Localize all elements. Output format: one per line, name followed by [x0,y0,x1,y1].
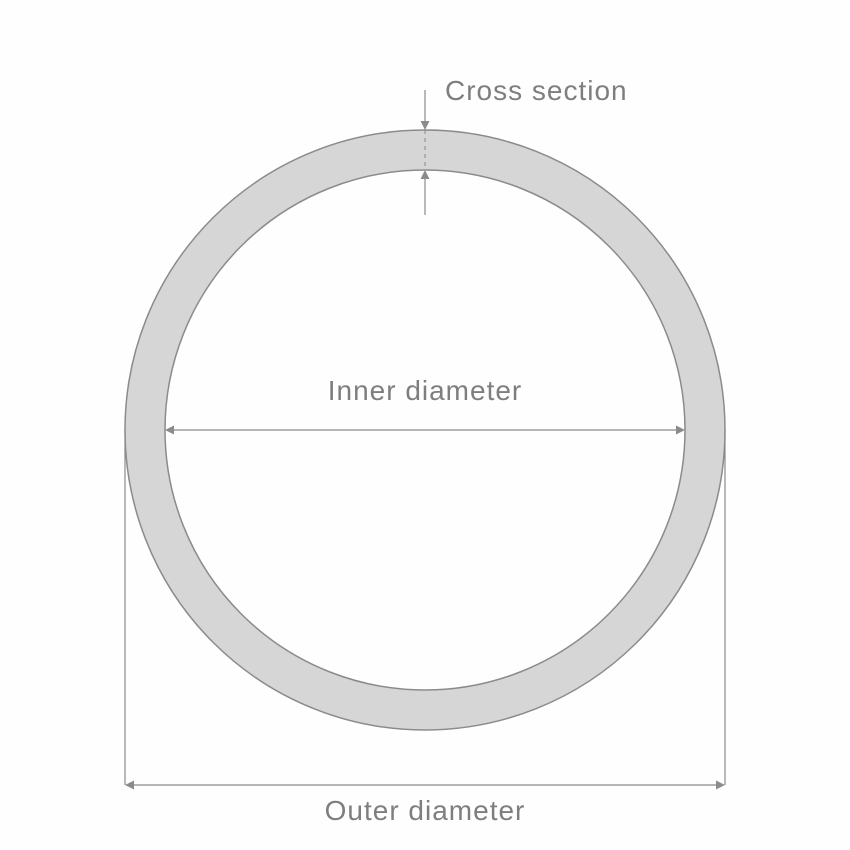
outer-diameter-dimension [125,781,725,790]
inner-diameter-label: Inner diameter [328,375,523,406]
outer-diameter-label: Outer diameter [325,795,526,826]
cross-section-label: Cross section [445,75,628,106]
ring-diagram: Cross section Inner diameter Outer diame… [0,0,850,850]
